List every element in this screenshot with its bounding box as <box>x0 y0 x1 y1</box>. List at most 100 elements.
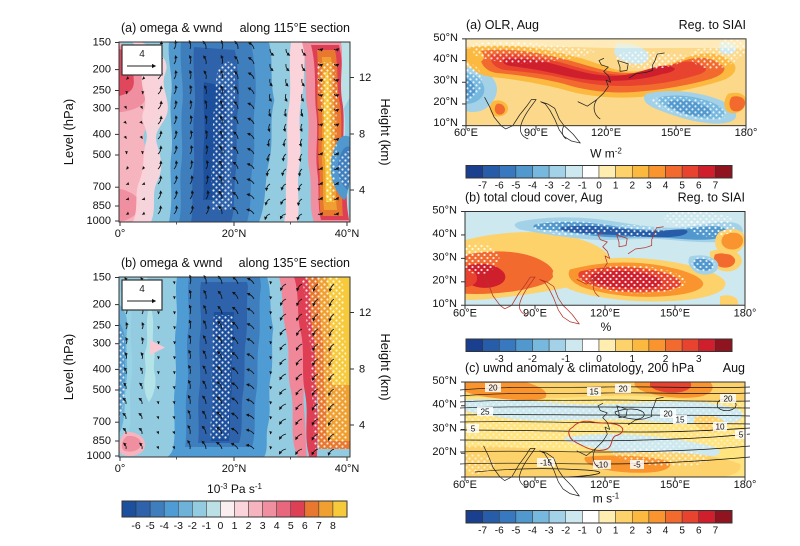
svg-text:2: 2 <box>246 520 252 532</box>
svg-text:3: 3 <box>646 181 652 192</box>
svg-text:0: 0 <box>596 526 602 537</box>
svg-text:20°N: 20°N <box>432 446 457 458</box>
svg-text:500: 500 <box>93 384 111 396</box>
svg-text:15: 15 <box>589 388 599 397</box>
svg-text:20: 20 <box>723 395 733 404</box>
svg-text:6: 6 <box>696 181 702 192</box>
svg-text:Reg. to SIAI: Reg. to SIAI <box>679 18 746 32</box>
svg-text:-4: -4 <box>160 520 169 532</box>
svg-text:300: 300 <box>93 103 111 115</box>
svg-text:-4: -4 <box>528 526 537 537</box>
svg-text:20: 20 <box>488 384 498 393</box>
svg-text:-7: -7 <box>478 181 487 192</box>
svg-text:0: 0 <box>596 354 602 365</box>
svg-text:-2: -2 <box>561 526 570 537</box>
svg-text:-5: -5 <box>633 461 641 470</box>
svg-text:-1: -1 <box>202 520 211 532</box>
svg-text:8: 8 <box>359 129 365 141</box>
svg-text:850: 850 <box>93 435 111 447</box>
svg-text:40°N: 40°N <box>335 228 360 240</box>
svg-text:20°N: 20°N <box>222 228 247 240</box>
svg-text:Reg. to SIAI: Reg. to SIAI <box>678 191 745 205</box>
svg-text:0°: 0° <box>115 228 126 240</box>
svg-text:1000: 1000 <box>87 450 111 462</box>
svg-text:50°N: 50°N <box>432 205 457 217</box>
svg-text:Aug: Aug <box>723 361 745 375</box>
svg-text:-5: -5 <box>511 181 520 192</box>
svg-text:-10: -10 <box>596 461 608 470</box>
svg-text:12: 12 <box>359 72 371 84</box>
svg-text:30°N: 30°N <box>432 251 457 263</box>
svg-text:150°E: 150°E <box>660 308 690 320</box>
svg-text:10-3 Pa s-1: 10-3 Pa s-1 <box>207 482 263 497</box>
svg-text:-1: -1 <box>578 181 587 192</box>
svg-text:2: 2 <box>629 181 635 192</box>
svg-text:5: 5 <box>679 181 685 192</box>
svg-text:700: 700 <box>93 416 111 428</box>
svg-text:30°N: 30°N <box>432 422 457 434</box>
svg-text:-2: -2 <box>528 354 537 365</box>
svg-text:4: 4 <box>139 49 145 60</box>
svg-text:90°E: 90°E <box>523 308 547 320</box>
svg-text:%: % <box>601 320 612 334</box>
svg-text:250: 250 <box>93 320 111 332</box>
svg-text:500: 500 <box>93 149 111 161</box>
svg-text:7: 7 <box>316 520 322 532</box>
svg-text:150: 150 <box>93 37 111 49</box>
svg-text:-3: -3 <box>174 520 183 532</box>
svg-text:5: 5 <box>679 526 685 537</box>
svg-text:along 115°E section: along 115°E section <box>240 21 350 35</box>
svg-text:-5: -5 <box>145 520 154 532</box>
svg-text:-3: -3 <box>545 526 554 537</box>
svg-text:30°N: 30°N <box>433 74 458 86</box>
svg-text:Level (hPa): Level (hPa) <box>61 334 76 400</box>
svg-text:(b) omega & vwnd: (b) omega & vwnd <box>121 256 222 270</box>
svg-text:0°: 0° <box>115 463 126 475</box>
svg-text:40°N: 40°N <box>335 463 360 475</box>
svg-text:150: 150 <box>93 272 111 284</box>
svg-text:1: 1 <box>629 354 635 365</box>
svg-text:-6: -6 <box>131 520 140 532</box>
svg-text:Height (km): Height (km) <box>378 333 393 400</box>
svg-text:3: 3 <box>696 354 702 365</box>
svg-text:50°N: 50°N <box>433 32 458 44</box>
svg-text:2: 2 <box>629 526 635 537</box>
svg-text:15: 15 <box>675 416 685 425</box>
svg-text:60°E: 60°E <box>453 308 477 320</box>
svg-text:8: 8 <box>359 364 365 376</box>
svg-text:(a) omega & vwnd: (a) omega & vwnd <box>121 21 222 35</box>
svg-text:12: 12 <box>359 307 371 319</box>
svg-text:-3: -3 <box>545 181 554 192</box>
svg-text:1: 1 <box>613 526 619 537</box>
svg-text:400: 400 <box>93 128 111 140</box>
svg-text:1: 1 <box>232 520 238 532</box>
svg-text:-5: -5 <box>511 526 520 537</box>
svg-text:10: 10 <box>715 423 725 432</box>
svg-text:40°N: 40°N <box>432 399 457 411</box>
svg-text:-2: -2 <box>188 520 197 532</box>
svg-text:3: 3 <box>646 526 652 537</box>
svg-text:0: 0 <box>218 520 224 532</box>
svg-text:-1: -1 <box>561 354 570 365</box>
svg-text:250: 250 <box>93 85 111 97</box>
svg-text:1000: 1000 <box>87 215 111 227</box>
svg-text:300: 300 <box>93 338 111 350</box>
svg-text:400: 400 <box>93 363 111 375</box>
svg-text:5: 5 <box>288 520 294 532</box>
svg-text:6: 6 <box>696 526 702 537</box>
svg-text:7: 7 <box>713 526 719 537</box>
svg-text:(b) total cloud cover, Aug: (b) total cloud cover, Aug <box>465 191 603 205</box>
svg-text:1: 1 <box>613 181 619 192</box>
svg-text:20°N: 20°N <box>432 275 457 287</box>
svg-text:5: 5 <box>471 425 476 434</box>
svg-text:4: 4 <box>663 526 669 537</box>
svg-text:200: 200 <box>93 299 111 311</box>
svg-text:40°N: 40°N <box>433 53 458 65</box>
svg-text:700: 700 <box>93 181 111 193</box>
svg-text:20°N: 20°N <box>433 96 458 108</box>
svg-text:along 135°E section: along 135°E section <box>239 256 350 270</box>
svg-text:120°E: 120°E <box>590 308 620 320</box>
svg-text:20: 20 <box>618 385 628 394</box>
svg-text:850: 850 <box>93 200 111 212</box>
svg-text:4: 4 <box>359 185 365 197</box>
